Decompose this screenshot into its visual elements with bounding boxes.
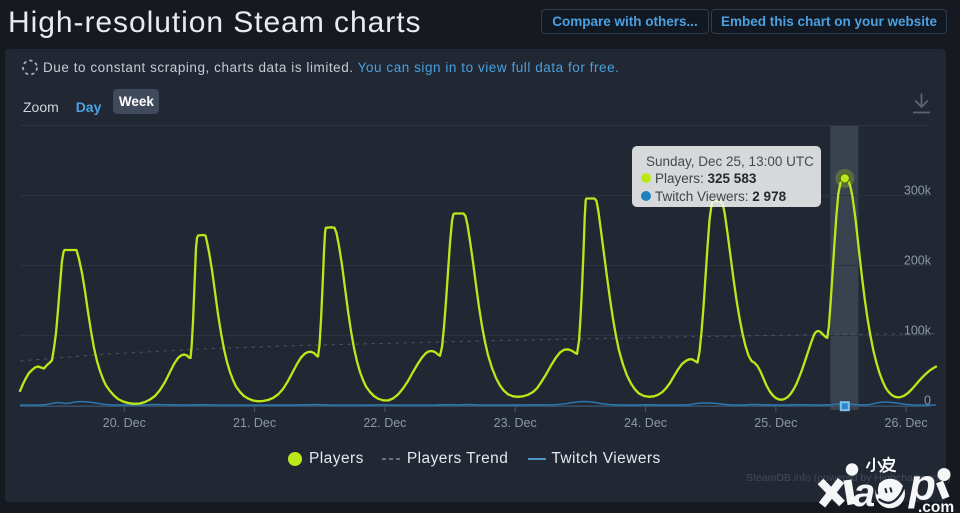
svg-text:a: a [853, 471, 875, 513]
svg-text:25. Dec: 25. Dec [754, 416, 797, 430]
svg-text:100k: 100k [904, 324, 932, 338]
svg-text:p: p [908, 461, 935, 510]
svg-text:26. Dec: 26. Dec [885, 416, 928, 430]
svg-text:24. Dec: 24. Dec [624, 416, 667, 430]
svg-text:0: 0 [924, 394, 931, 408]
svg-text:23. Dec: 23. Dec [494, 416, 537, 430]
svg-text:22. Dec: 22. Dec [363, 416, 406, 430]
svg-text:21. Dec: 21. Dec [233, 416, 276, 430]
svg-text:.com: .com [918, 499, 954, 513]
svg-text:20. Dec: 20. Dec [103, 416, 146, 430]
svg-text:200k: 200k [904, 254, 932, 268]
svg-text:300k: 300k [904, 184, 932, 198]
